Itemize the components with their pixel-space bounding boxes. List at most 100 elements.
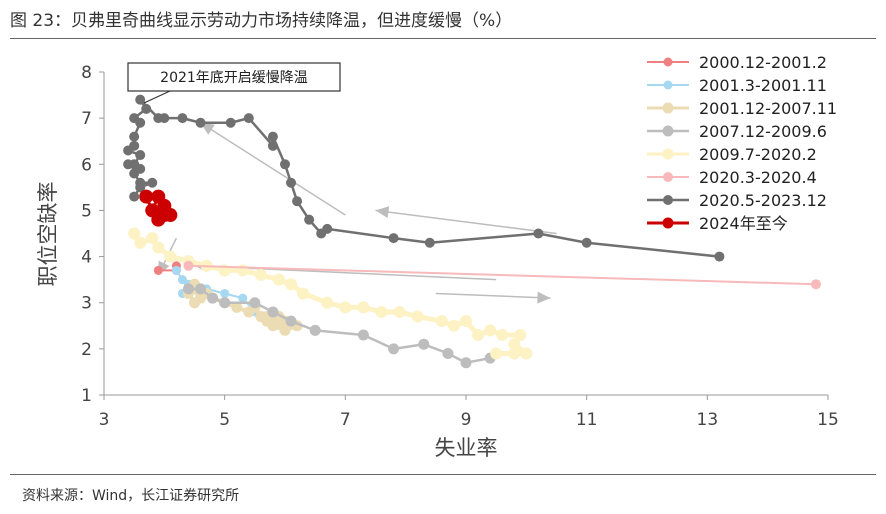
data-point: [297, 287, 310, 300]
legend-label: 2000.12-2001.2: [699, 53, 827, 72]
data-point: [357, 329, 369, 341]
data-point: [153, 265, 163, 275]
data-point: [164, 250, 177, 263]
data-point: [147, 177, 158, 188]
x-tick-label: 3: [99, 410, 110, 430]
data-point: [321, 296, 334, 309]
x-axis-title: 失业率: [435, 436, 498, 460]
x-tick-label: 9: [461, 410, 472, 430]
annotation-layer: 2021年底开启缓慢降温: [127, 62, 341, 104]
data-point: [508, 347, 521, 360]
data-point: [243, 113, 254, 124]
axes-layer: 3 5 7 9 11 13 15 1 2 3 4 5 6 7 8: [81, 63, 839, 430]
legend-swatch-marker: [662, 125, 674, 137]
y-tick-label: 5: [81, 201, 92, 221]
data-point: [219, 297, 231, 309]
x-tick-label: 7: [340, 410, 351, 430]
data-point: [424, 237, 435, 248]
data-point: [123, 159, 134, 170]
data-point: [388, 233, 399, 244]
legend-swatch-marker: [663, 80, 673, 90]
trend-arrow-line: [375, 209, 557, 235]
annotation-leader: [143, 90, 171, 104]
data-point: [418, 338, 430, 350]
legend-label: 2020.5-2023.12: [699, 191, 827, 210]
data-point: [243, 306, 255, 318]
legend-label: 2007.12-2009.6: [699, 122, 827, 141]
data-point: [714, 251, 725, 262]
data-point: [195, 117, 206, 128]
data-point: [135, 94, 146, 105]
data-point: [286, 177, 297, 188]
data-point: [411, 310, 424, 323]
data-point: [316, 228, 327, 239]
annotation-text: 2021年底开启缓慢降温: [160, 69, 308, 86]
data-point: [267, 140, 278, 151]
data-point: [225, 117, 236, 128]
data-point: [484, 324, 497, 337]
data-point: [304, 214, 315, 225]
series-layer: [123, 94, 821, 369]
trend-arrow-head: [375, 206, 390, 219]
series-6: [183, 260, 821, 290]
data-point: [375, 305, 388, 318]
y-tick-label: 1: [81, 386, 92, 406]
data-point: [157, 208, 172, 223]
data-point: [135, 182, 146, 193]
data-point: [195, 283, 207, 295]
data-point: [272, 273, 285, 286]
data-point: [134, 236, 147, 249]
x-tick-label: 11: [576, 410, 598, 430]
data-point: [267, 131, 278, 142]
data-point: [442, 347, 454, 359]
data-point: [533, 228, 544, 239]
data-point: [220, 288, 230, 298]
y-tick-label: 2: [81, 340, 92, 360]
data-point: [238, 293, 248, 303]
y-tick-label: 7: [81, 109, 92, 129]
data-point: [135, 150, 146, 161]
data-point: [189, 297, 200, 309]
footer-rule: [10, 474, 876, 475]
legend-swatch-marker: [663, 195, 673, 205]
x-tick-label: 13: [697, 410, 719, 430]
legend-item: 2009.7-2020.2: [647, 145, 817, 164]
legend-label: 2001.12-2007.11: [699, 99, 837, 118]
data-point: [141, 103, 152, 114]
data-point: [153, 113, 164, 124]
data-point: [339, 301, 352, 314]
data-point: [171, 265, 181, 275]
series-7: [123, 94, 725, 262]
legend-item: 2020.3-2020.4: [647, 168, 817, 187]
y-tick-label: 4: [81, 248, 92, 268]
data-point: [393, 305, 406, 318]
data-point: [183, 260, 194, 271]
data-point: [236, 264, 249, 277]
data-point: [146, 232, 159, 245]
y-tick-label: 6: [81, 155, 92, 175]
legend-label: 2024年至今: [699, 214, 788, 233]
data-point: [496, 329, 509, 342]
y-axis-title: 职位空缺率: [36, 182, 60, 287]
legend-item: 2000.12-2001.2: [647, 53, 827, 72]
annotation-box: [127, 62, 341, 92]
data-point: [255, 311, 267, 323]
data-point: [139, 189, 154, 204]
legend-label: 2001.3-2001.11: [699, 76, 827, 95]
legend: 2000.12-2001.2 2001.3-2001.11 2001.12-2007…: [647, 53, 837, 233]
data-point: [514, 329, 527, 342]
data-point: [435, 315, 448, 328]
series-4: [182, 283, 496, 369]
series-line: [126, 98, 720, 258]
legend-item: 2007.12-2009.6: [647, 122, 827, 141]
data-point: [129, 168, 140, 179]
data-point: [490, 347, 503, 360]
data-point: [279, 324, 291, 336]
source-note: 资料来源：Wind，长江证券研究所: [22, 488, 240, 504]
x-tick-label: 15: [817, 410, 839, 430]
trend-arrow-head: [537, 291, 551, 304]
data-point: [285, 315, 297, 327]
data-point: [388, 343, 400, 355]
data-point: [472, 329, 485, 342]
legend-item: 2001.12-2007.11: [647, 99, 837, 118]
